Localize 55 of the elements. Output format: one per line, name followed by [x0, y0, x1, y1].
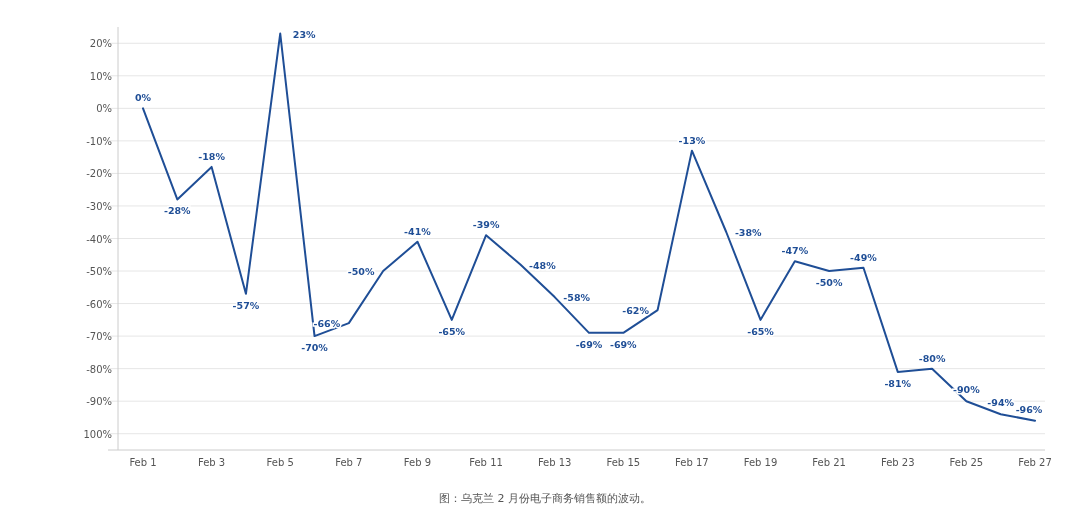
y-tick-label: 10%: [89, 70, 112, 82]
data-label: -41%: [404, 225, 432, 237]
data-label: -48%: [529, 259, 557, 271]
data-label: -65%: [747, 325, 775, 337]
data-label: -69%: [609, 338, 638, 350]
x-tick-label: Feb 25: [949, 457, 984, 468]
x-tick-label: Feb 19: [743, 457, 778, 468]
x-tick-label: Feb 27: [1018, 457, 1052, 468]
data-label: -70%: [301, 342, 329, 354]
data-label: -96%: [1015, 403, 1043, 415]
data-label: -49%: [850, 251, 878, 263]
x-tick-label: Feb 23: [880, 457, 915, 468]
text: 图：乌克兰 2 月份电子商务销售额的波动。: [439, 492, 651, 505]
data-label: -81%: [884, 377, 912, 389]
y-tick-label: 20%: [89, 38, 112, 50]
x-tick-label: Feb 13: [537, 457, 572, 468]
data-label: 0%: [134, 92, 152, 104]
x-tick-label: Feb 3: [197, 457, 226, 468]
data-label: -18%: [198, 150, 226, 162]
data-label: -94%: [987, 397, 1015, 409]
data-label: -66%: [313, 318, 341, 330]
y-tick-label: -80%: [86, 363, 112, 375]
x-tick-label: Feb 21: [812, 457, 846, 468]
y-tick-label: -30%: [86, 200, 112, 212]
x-tick-label: Feb 17: [675, 457, 709, 468]
data-label: -65%: [438, 325, 466, 337]
y-tick-label: -40%: [86, 233, 112, 245]
y-tick-label: 0%: [96, 103, 112, 115]
y-tick-label: -60%: [86, 298, 112, 310]
y-tick-label: -20%: [86, 168, 112, 180]
data-label: -50%: [815, 277, 843, 289]
y-tick-label: 100%: [83, 428, 112, 440]
data-label: -62%: [622, 305, 650, 317]
data-label: -80%: [918, 352, 946, 364]
data-label: -57%: [232, 299, 260, 311]
x-tick-label: Feb 5: [266, 457, 294, 468]
x-tick-label: Feb 15: [606, 457, 641, 468]
data-label: 23%: [292, 28, 317, 40]
y-tick-label: -50%: [86, 266, 112, 278]
y-tick-label: -10%: [86, 135, 112, 147]
data-label: -28%: [163, 205, 192, 217]
data-label: -69%: [575, 338, 603, 350]
x-tick-label: Feb 1: [129, 457, 157, 468]
x-tick-label: Feb 9: [403, 457, 432, 468]
data-label: -47%: [781, 245, 809, 257]
y-tick-label: -70%: [86, 331, 112, 343]
data-label: -38%: [734, 226, 763, 238]
data-label: -13%: [678, 134, 706, 146]
data-label: -50%: [347, 266, 375, 278]
data-label: -90%: [953, 384, 981, 396]
data-label: -58%: [563, 292, 591, 304]
x-tick-label: Feb 11: [469, 457, 503, 468]
x-tick-label: Feb 7: [335, 457, 363, 468]
data-label: -39%: [472, 219, 500, 231]
y-tick-label: -90%: [86, 396, 112, 408]
